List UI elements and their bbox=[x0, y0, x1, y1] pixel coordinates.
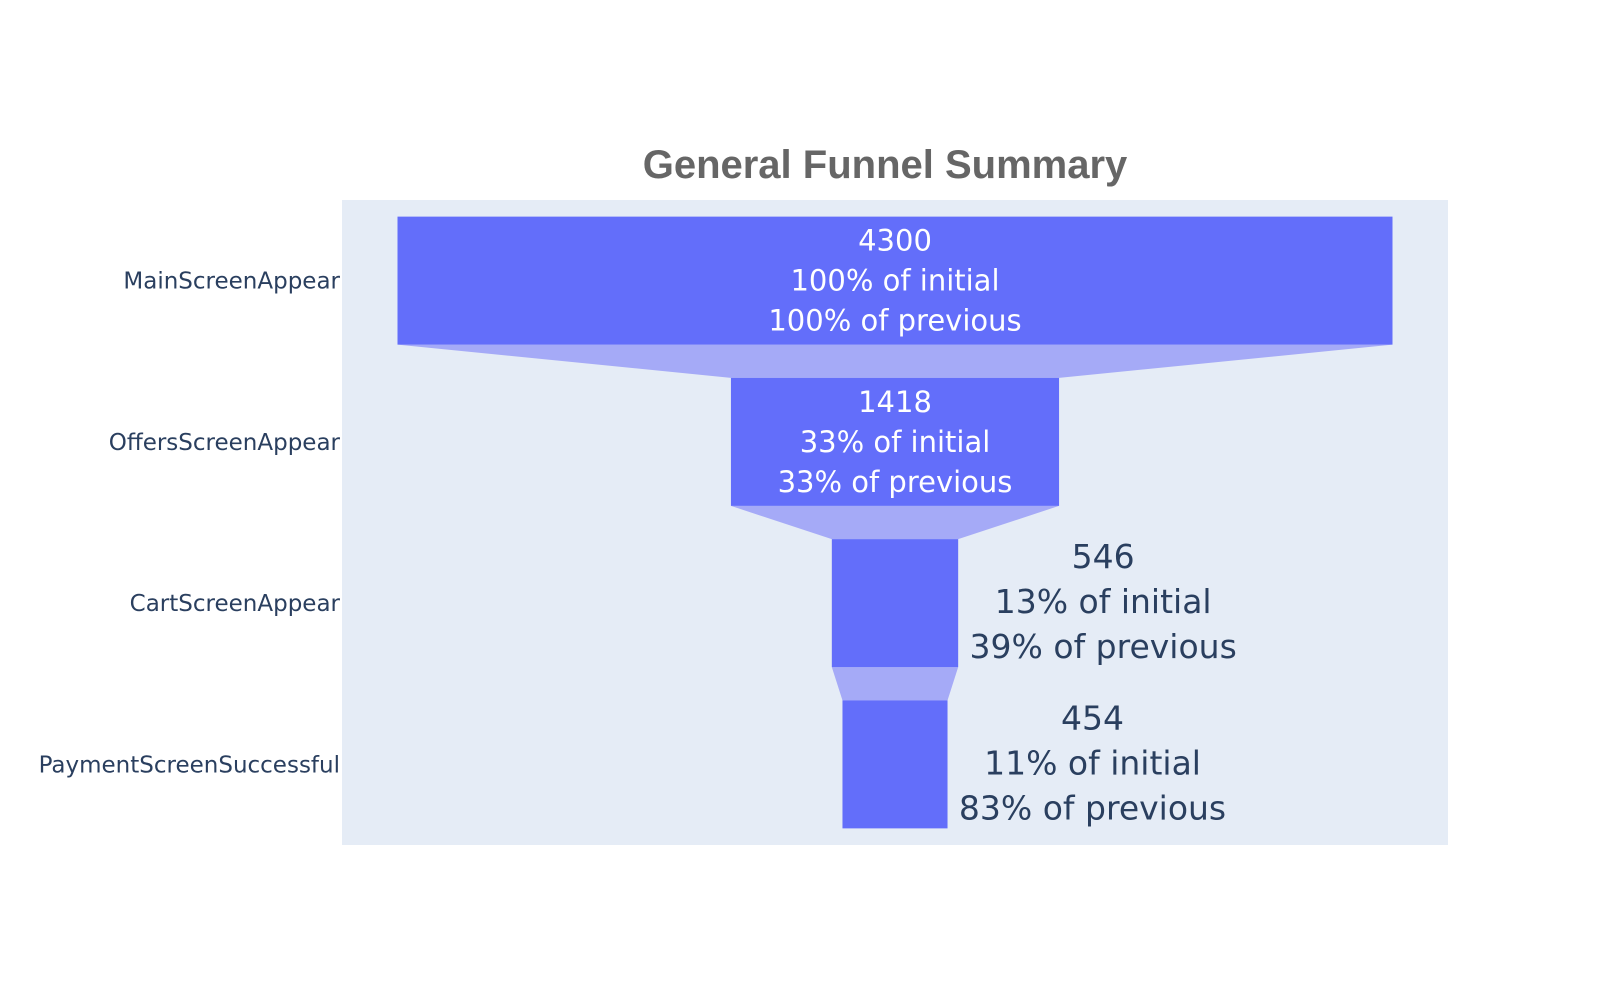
stage-label: CartScreenAppear bbox=[130, 591, 341, 617]
stage-label: OffersScreenAppear bbox=[109, 430, 341, 456]
data-label-value: 454 bbox=[1061, 698, 1124, 737]
data-label-value: 4300 bbox=[858, 224, 932, 258]
data-label-value: 546 bbox=[1072, 537, 1135, 576]
stage-label: PaymentScreenSuccessful bbox=[39, 752, 340, 778]
data-label-percent-previous: 100% of previous bbox=[768, 304, 1021, 338]
stage-label: MainScreenAppear bbox=[123, 269, 340, 295]
data-label-percent-initial: 11% of initial bbox=[984, 743, 1201, 782]
funnel-bar bbox=[842, 700, 947, 828]
data-label-percent-previous: 39% of previous bbox=[970, 627, 1237, 666]
data-label-percent-previous: 33% of previous bbox=[778, 465, 1013, 499]
funnel-connector bbox=[832, 667, 958, 700]
data-label-percent-initial: 33% of initial bbox=[800, 425, 991, 459]
data-label-percent-initial: 13% of initial bbox=[995, 582, 1212, 621]
data-label-percent-previous: 83% of previous bbox=[959, 788, 1226, 827]
chart-title: General Funnel Summary bbox=[643, 143, 1128, 187]
data-label-value: 1418 bbox=[858, 385, 932, 419]
funnel-bar bbox=[832, 539, 958, 667]
data-label-percent-initial: 100% of initial bbox=[790, 264, 999, 298]
stage-labels: MainScreenAppear OffersScreenAppear CartSc… bbox=[39, 269, 341, 779]
